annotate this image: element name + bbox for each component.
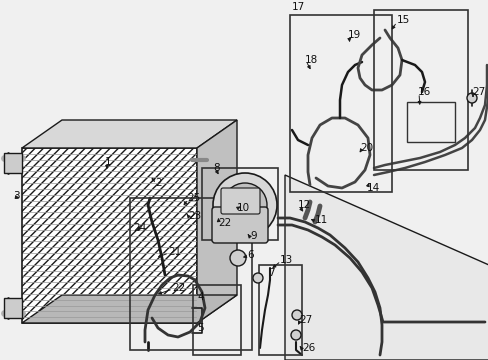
Text: 23: 23: [187, 211, 201, 221]
Text: 1: 1: [105, 157, 111, 167]
Bar: [4, 153, 22, 173]
Bar: [22, 148, 197, 323]
Text: 8: 8: [213, 163, 219, 173]
Circle shape: [213, 173, 276, 237]
Text: 12: 12: [297, 200, 311, 210]
Text: 26: 26: [302, 343, 315, 353]
Circle shape: [466, 93, 476, 103]
Circle shape: [235, 195, 254, 215]
Circle shape: [290, 330, 301, 340]
Text: 15: 15: [396, 15, 409, 25]
Text: 19: 19: [347, 30, 361, 40]
Bar: [289, 15, 391, 192]
Text: 25: 25: [186, 193, 200, 203]
Text: 16: 16: [417, 87, 430, 97]
Polygon shape: [285, 175, 488, 360]
Text: 18: 18: [305, 55, 318, 65]
Polygon shape: [197, 120, 237, 323]
Text: 6: 6: [246, 250, 253, 260]
Text: 22: 22: [218, 218, 231, 228]
Text: 2: 2: [155, 178, 162, 188]
Bar: [193, 285, 241, 355]
Text: 21: 21: [168, 247, 181, 257]
Text: 10: 10: [237, 203, 250, 213]
Text: 4: 4: [197, 292, 203, 302]
Text: 5: 5: [197, 323, 203, 333]
Text: 24: 24: [133, 223, 146, 233]
Bar: [130, 198, 251, 350]
Circle shape: [252, 273, 263, 283]
Circle shape: [229, 250, 245, 266]
Circle shape: [223, 183, 266, 227]
Text: 14: 14: [366, 183, 380, 193]
Bar: [406, 102, 454, 142]
Polygon shape: [22, 120, 237, 148]
FancyBboxPatch shape: [221, 188, 260, 214]
Bar: [202, 168, 278, 240]
FancyBboxPatch shape: [212, 207, 267, 243]
Text: 9: 9: [249, 231, 256, 241]
Bar: [4, 298, 22, 318]
Text: 22: 22: [172, 283, 185, 293]
Text: 7: 7: [267, 268, 274, 278]
Polygon shape: [22, 295, 237, 323]
Bar: [259, 265, 302, 355]
Circle shape: [291, 310, 302, 320]
Text: 27: 27: [298, 315, 312, 325]
Text: 20: 20: [359, 143, 372, 153]
Text: 17: 17: [291, 2, 305, 12]
Bar: [373, 10, 467, 170]
Text: 13: 13: [280, 255, 293, 265]
Text: 27: 27: [471, 87, 484, 97]
Text: 3: 3: [13, 191, 20, 201]
Text: 11: 11: [314, 215, 327, 225]
